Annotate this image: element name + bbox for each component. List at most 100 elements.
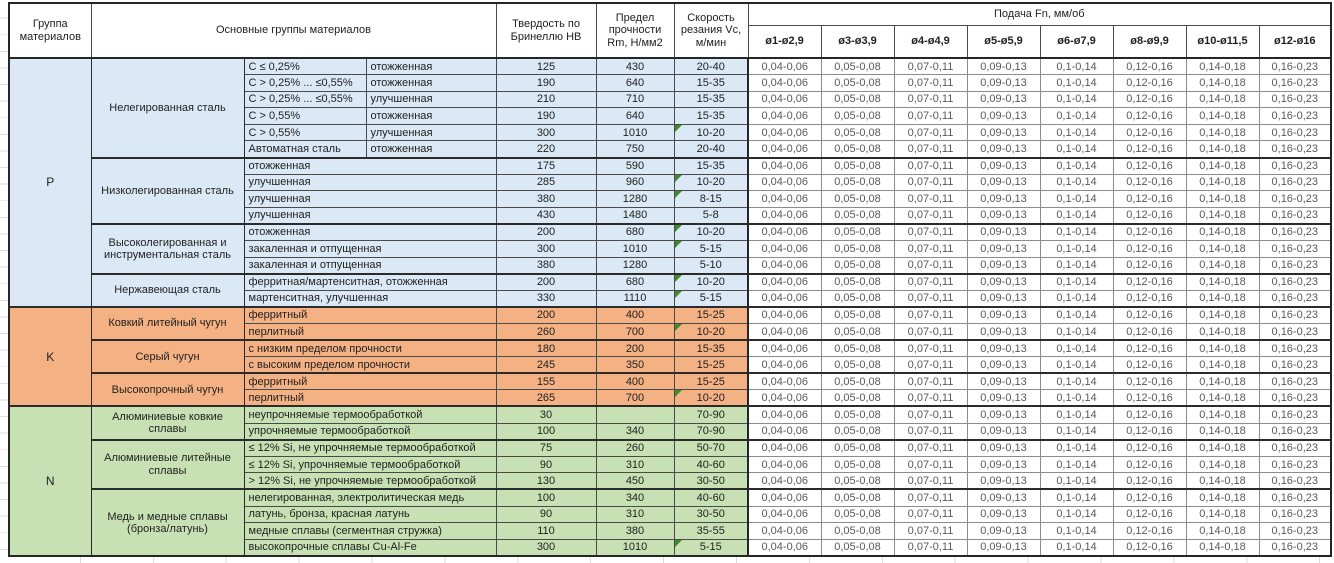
- feed-value-cell: 0,05-0,08: [820, 356, 895, 374]
- feed-value-cell: 0,05-0,08: [820, 107, 895, 125]
- feed-value-cell: 0,09-0,13: [966, 256, 1041, 275]
- feed-value-cell: 0,12-0,16: [1112, 90, 1187, 109]
- material-condition-cell: закаленная и отпущенная: [243, 240, 497, 258]
- machining-parameters-table: Группа материалов Основные группы матери…: [8, 2, 1333, 557]
- feed-value-cell: 0,14-0,18: [1185, 190, 1260, 208]
- feed-value-cell: 0,07-0,11: [893, 140, 968, 159]
- strength-cell: 1010: [595, 240, 675, 258]
- feed-value-cell: 0,16-0,23: [1258, 57, 1332, 76]
- feed-value-cell: 0,14-0,18: [1185, 140, 1260, 159]
- feed-value-cell: 0,09-0,13: [966, 173, 1041, 192]
- feed-value-cell: 0,1-0,14: [1039, 222, 1114, 242]
- feed-value-cell: 0,04-0,06: [747, 74, 822, 92]
- material-condition-cell: C > 0,25% ... ≤0,55%: [243, 90, 367, 109]
- feed-value-cell: 0,1-0,14: [1039, 455, 1114, 474]
- feed-value-cell: 0,05-0,08: [820, 488, 895, 507]
- strength-cell: 750: [595, 140, 675, 159]
- table-row: медные сплавы (сегментная стружка) 110 380…: [9, 522, 1332, 540]
- hardness-cell: 130: [495, 472, 597, 490]
- strength-cell: 430: [595, 57, 675, 76]
- hardness-cell: 200: [495, 272, 597, 291]
- feed-value-cell: 0,04-0,06: [747, 57, 822, 76]
- feed-value-cell: 0,05-0,08: [820, 206, 895, 225]
- feed-value-cell: 0,16-0,23: [1258, 422, 1332, 441]
- feed-value-cell: 0,07-0,11: [893, 305, 968, 324]
- feed-value-cell: 0,14-0,18: [1185, 472, 1260, 490]
- feed-value-cell: 0,04-0,06: [747, 438, 822, 457]
- cutting-speed-cell: 50-70: [673, 438, 749, 457]
- feed-value-cell: 0,09-0,13: [966, 156, 1041, 175]
- strength-cell: 640: [595, 107, 675, 125]
- material-condition-cell: высокопрочные сплавы Cu-Al-Fe: [243, 538, 497, 557]
- feed-value-cell: 0,16-0,23: [1258, 438, 1332, 457]
- feed-value-cell: 0,09-0,13: [966, 289, 1041, 308]
- hardness-cell: 330: [495, 289, 597, 308]
- table-row: мартенситная, улучшенная 330 1110 5-15 0,04-…: [9, 289, 1332, 308]
- feed-value-cell: 0,04-0,06: [747, 289, 822, 308]
- hardness-cell: 245: [495, 356, 597, 374]
- cutting-speed-cell: 15-25: [673, 356, 749, 374]
- feed-value-cell: 0,16-0,23: [1258, 140, 1332, 159]
- feed-value-cell: 0,09-0,13: [966, 140, 1041, 159]
- feed-value-cell: 0,07-0,11: [893, 538, 968, 557]
- hardness-cell: 175: [495, 156, 597, 175]
- feed-value-cell: 0,07-0,11: [893, 405, 968, 424]
- table-row: Высокопрочный чугун ферритный 155 400 15-25 0…: [9, 372, 1332, 407]
- header-diameter-range: ø1-ø2,9: [747, 24, 822, 59]
- feed-value-cell: 0,16-0,23: [1258, 123, 1332, 142]
- feed-value-cell: 0,04-0,06: [747, 107, 822, 125]
- table-row: высокопрочные сплавы Cu-Al-Fe 300 1010 5-15…: [9, 538, 1332, 557]
- feed-value-cell: 0,16-0,23: [1258, 505, 1332, 524]
- cutting-speed-cell: 15-35: [673, 107, 749, 125]
- feed-value-cell: 0,04-0,06: [747, 123, 822, 142]
- strength-cell: 700: [595, 389, 675, 407]
- strength-cell: 680: [595, 272, 675, 291]
- feed-value-cell: 0,04-0,06: [747, 372, 822, 391]
- feed-value-cell: 0,05-0,08: [820, 323, 895, 341]
- feed-value-cell: 0,12-0,16: [1112, 455, 1187, 474]
- feed-value-cell: 0,16-0,23: [1258, 90, 1332, 109]
- group-letter-cell: P: [8, 57, 92, 308]
- cutting-speed-cell: 8-15: [673, 190, 749, 208]
- feed-value-cell: 0,07-0,11: [893, 522, 968, 540]
- feed-value-cell: 0,07-0,11: [893, 389, 968, 407]
- feed-value-cell: 0,14-0,18: [1185, 90, 1260, 109]
- feed-value-cell: 0,12-0,16: [1112, 256, 1187, 275]
- feed-value-cell: 0,12-0,16: [1112, 405, 1187, 424]
- strength-cell: [595, 405, 675, 424]
- feed-value-cell: 0,14-0,18: [1185, 240, 1260, 258]
- material-state-cell: отожженная: [365, 57, 497, 76]
- hardness-cell: 430: [495, 206, 597, 225]
- material-condition-cell: ≤ 12% Si, упрочняемые термообработкой: [243, 455, 497, 474]
- feed-value-cell: 0,04-0,06: [747, 389, 822, 407]
- material-state-cell: улучшенная: [365, 123, 497, 142]
- header-material-group: Группа материалов: [8, 2, 92, 59]
- feed-value-cell: 0,05-0,08: [820, 90, 895, 109]
- feed-value-cell: 0,09-0,13: [966, 222, 1041, 242]
- material-condition-cell: > 12% Si, не упрочняемые термообработкой: [243, 472, 497, 490]
- hardness-cell: 90: [495, 505, 597, 524]
- strength-cell: 590: [595, 156, 675, 175]
- feed-value-cell: 0,04-0,06: [747, 190, 822, 208]
- material-condition-cell: нелегированная, электролитическая медь: [243, 488, 497, 507]
- feed-value-cell: 0,14-0,18: [1185, 488, 1260, 507]
- feed-value-cell: 0,14-0,18: [1185, 256, 1260, 275]
- feed-value-cell: 0,1-0,14: [1039, 339, 1114, 358]
- feed-value-cell: 0,05-0,08: [820, 272, 895, 291]
- feed-value-cell: 0,04-0,06: [747, 488, 822, 507]
- feed-value-cell: 0,14-0,18: [1185, 74, 1260, 92]
- feed-value-cell: 0,07-0,11: [893, 90, 968, 109]
- material-state-cell: улучшенная: [365, 90, 497, 109]
- feed-value-cell: 0,14-0,18: [1185, 323, 1260, 341]
- feed-value-cell: 0,16-0,23: [1258, 74, 1332, 92]
- feed-value-cell: 0,04-0,06: [747, 90, 822, 109]
- comment-marker-icon: [675, 291, 682, 298]
- table-row: K Ковкий литейный чугун ферритный 200 400 15-…: [8, 305, 1332, 407]
- feed-value-cell: 0,1-0,14: [1039, 472, 1114, 490]
- strength-cell: 640: [595, 74, 675, 92]
- feed-value-cell: 0,16-0,23: [1258, 240, 1332, 258]
- feed-value-cell: 0,09-0,13: [966, 305, 1041, 324]
- feed-value-cell: 0,1-0,14: [1039, 107, 1114, 125]
- feed-value-cell: 0,14-0,18: [1185, 422, 1260, 441]
- feed-value-cell: 0,04-0,06: [747, 356, 822, 374]
